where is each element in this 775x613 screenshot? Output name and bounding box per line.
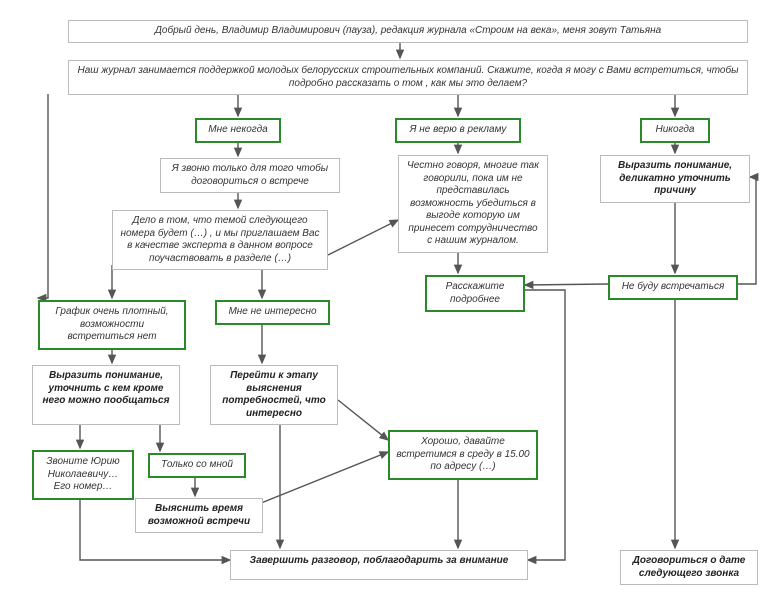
node-n8: Выразить понимание, деликатно уточнить п…	[600, 155, 750, 203]
node-n4: Я не верю в рекламу	[395, 118, 521, 143]
node-n7: Честно говоря, многие так говорили, пока…	[398, 155, 548, 253]
node-n12: Расскажите подробнее	[425, 275, 525, 312]
node-n20: Завершить разговор, поблагодарить за вни…	[230, 550, 528, 580]
node-n9: Дело в том, что темой следующего номера …	[112, 210, 328, 270]
node-n18: Хорошо, давайте встретимся в среду в 15.…	[388, 430, 538, 480]
node-n17: Только со мной	[148, 453, 246, 478]
node-n21: Договориться о дате следующего звонка	[620, 550, 758, 585]
node-n3: Мне некогда	[195, 118, 281, 143]
node-n13: Не буду встречаться	[608, 275, 738, 300]
node-n16: Звоните Юрию Николаевичу… Его номер…	[32, 450, 134, 500]
node-n2: Наш журнал занимается поддержкой молодых…	[68, 60, 748, 95]
node-n11: Мне не интересно	[215, 300, 330, 325]
node-n10: График очень плотный, возможности встрет…	[38, 300, 186, 350]
node-n15: Перейти к этапу выяснения потребностей, …	[210, 365, 338, 425]
node-n6: Я звоню только для того чтобы договорить…	[160, 158, 340, 193]
node-n1: Добрый день, Владимир Владимирович (пауз…	[68, 20, 748, 43]
node-n19: Выяснить время возможной встречи	[135, 498, 263, 533]
node-n5: Никогда	[640, 118, 710, 143]
node-n14: Выразить понимание, уточнить с кем кроме…	[32, 365, 180, 425]
